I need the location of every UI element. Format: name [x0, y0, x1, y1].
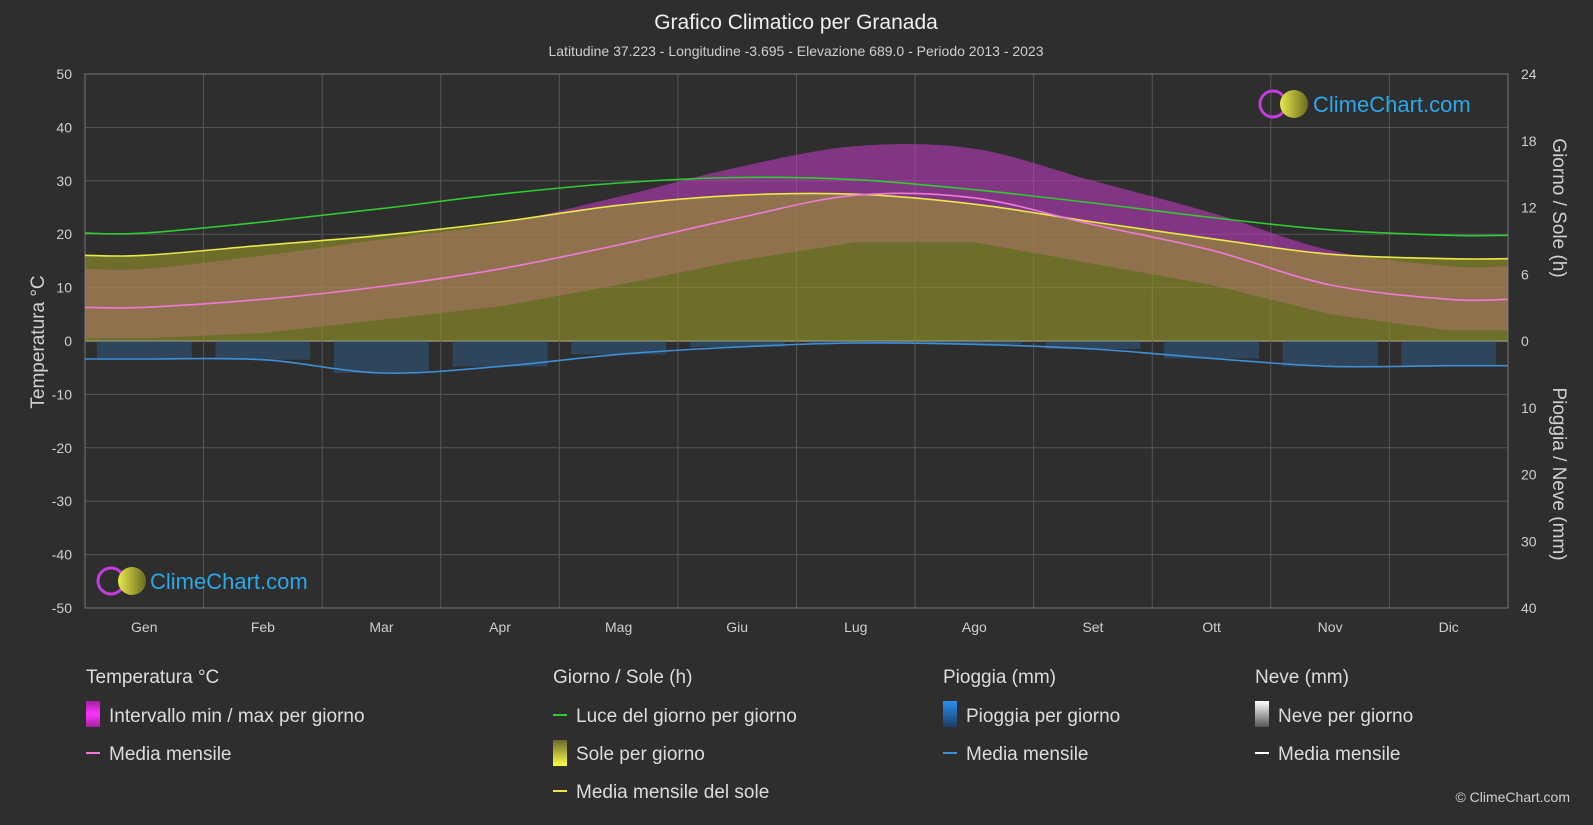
rain-bar	[1045, 341, 1141, 349]
rain-bar	[215, 341, 311, 360]
legend-item-daylight: Luce del giorno per giorno	[576, 706, 797, 727]
sunshine-area-fill	[85, 193, 1508, 341]
legend-swatch-snow	[1255, 701, 1269, 727]
legend-item-sunshine: Sole per giorno	[576, 744, 705, 765]
month-label: Set	[1082, 619, 1103, 635]
left-tick-label: 0	[64, 333, 72, 349]
sunshine-area	[85, 193, 1508, 341]
left-tick-label: -20	[52, 440, 72, 456]
rain-bar	[571, 341, 667, 355]
month-label: Lug	[844, 619, 867, 635]
month-label: Ott	[1202, 619, 1221, 635]
right-top-tick-label: 0	[1521, 333, 1529, 349]
axis-ticks: 50 40 30 20 10 0 -10 -20 -30 -40 -50 24 18 12 6 0 10 20 30…	[52, 66, 1537, 635]
rain-bar	[1164, 341, 1259, 359]
legend-heading-daylight: Giorno / Sole (h)	[553, 667, 692, 688]
brand-name-top: ClimeChart.com	[1313, 92, 1471, 117]
left-tick-label: 10	[56, 280, 72, 296]
left-tick-label: -30	[52, 493, 72, 509]
temperature-mean-line	[84, 192, 1509, 309]
right-bottom-tick-label: 40	[1521, 600, 1537, 616]
rain-bar	[452, 341, 548, 367]
legend-item-rain-mean: Media mensile	[966, 744, 1089, 765]
chart-subtitle: Latitudine 37.223 - Longitudine -3.695 -…	[548, 43, 1043, 59]
sunshine-mean-line	[84, 192, 1509, 260]
left-tick-label: -40	[52, 547, 72, 563]
month-label: Feb	[251, 619, 275, 635]
rain-bars	[96, 341, 1497, 373]
daylight-line	[84, 176, 1509, 237]
brand-logo-top: ClimeChart.com	[1258, 89, 1471, 119]
brand-name-bottom: ClimeChart.com	[150, 569, 308, 594]
month-label: Mar	[369, 619, 393, 635]
logo-globe-icon	[1280, 90, 1308, 118]
chart-title: Grafico Climatico per Granada	[654, 11, 938, 34]
legend-heading-snow: Neve (mm)	[1255, 667, 1349, 688]
legend-swatch-temp-range	[86, 701, 100, 727]
rain-bar	[808, 341, 904, 343]
left-axis-title: Temperatura °C	[28, 275, 49, 408]
right-axis-top-title: Giorno / Sole (h)	[1548, 138, 1569, 277]
legend-heading-temperature: Temperatura °C	[86, 667, 219, 688]
right-top-tick-label: 6	[1521, 266, 1529, 282]
month-label: Ago	[962, 619, 987, 635]
rain-bar	[926, 341, 1022, 345]
logo-globe-icon	[118, 567, 146, 595]
series-lines	[84, 176, 1509, 374]
left-tick-label: 40	[56, 119, 72, 135]
right-top-tick-label: 12	[1521, 200, 1537, 216]
legend-item-snow-mean: Media mensile	[1278, 744, 1401, 765]
rain-bar	[334, 341, 429, 373]
legend-item-snow: Neve per giorno	[1278, 706, 1413, 727]
copyright: © ClimeChart.com	[1455, 789, 1570, 805]
rain-mean-line	[84, 342, 1509, 374]
legend-item-rain: Pioggia per giorno	[966, 706, 1120, 727]
left-tick-label: 50	[56, 66, 72, 82]
month-label: Gen	[131, 619, 157, 635]
left-tick-label: -10	[52, 386, 72, 402]
right-top-tick-label: 18	[1521, 133, 1537, 149]
legend-heading-rain: Pioggia (mm)	[943, 667, 1056, 688]
legend-swatch-sunshine	[553, 740, 567, 766]
legend-swatch-rain	[943, 701, 957, 727]
left-tick-label: -50	[52, 600, 72, 616]
legend-item-sun-mean: Media mensile del sole	[576, 782, 769, 803]
rain-bar	[96, 341, 192, 359]
right-bottom-tick-label: 10	[1521, 400, 1537, 416]
month-label: Giu	[726, 619, 748, 635]
legend-item-temp-range: Intervallo min / max per giorno	[109, 706, 365, 727]
legend: Temperatura °C Intervallo min / max per …	[86, 667, 1413, 803]
left-tick-label: 30	[56, 173, 72, 189]
month-label: Apr	[489, 619, 511, 635]
right-axis-bottom-title: Pioggia / Neve (mm)	[1548, 387, 1569, 560]
rain-bar	[1401, 341, 1497, 366]
legend-item-temp-mean: Media mensile	[109, 744, 232, 765]
month-label: Mag	[605, 619, 632, 635]
month-label: Dic	[1439, 619, 1459, 635]
right-bottom-tick-label: 30	[1521, 533, 1537, 549]
rain-bar	[1282, 341, 1378, 367]
brand-logo-bottom: ClimeChart.com	[96, 566, 308, 596]
right-top-tick-label: 24	[1521, 66, 1537, 82]
rain-bar	[689, 341, 785, 347]
right-bottom-tick-label: 20	[1521, 467, 1537, 483]
month-label: Nov	[1318, 619, 1343, 635]
left-tick-label: 20	[56, 226, 72, 242]
